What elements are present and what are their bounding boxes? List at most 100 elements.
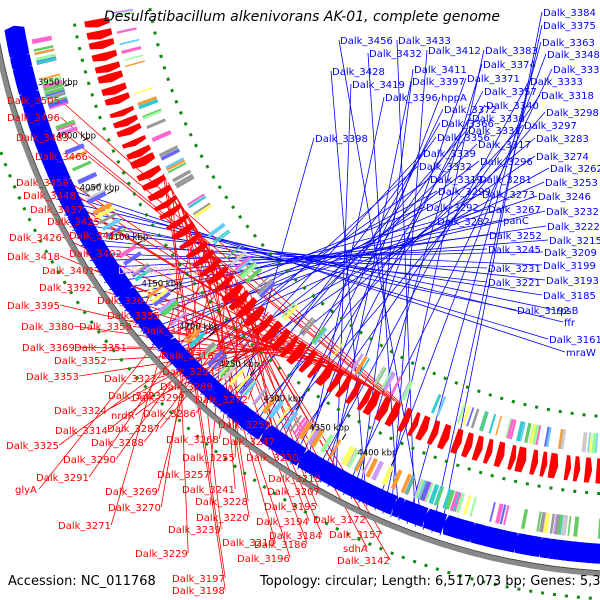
forward-gene-arrow bbox=[297, 449, 312, 469]
cog-bar-forward bbox=[469, 496, 477, 517]
cog-bar-forward bbox=[329, 439, 342, 458]
forward-gene-arrow bbox=[162, 340, 181, 358]
cog-bar-forward bbox=[252, 388, 267, 405]
reverse-gene-label: Dalk_3157 bbox=[329, 530, 382, 541]
forward-gene-arrow bbox=[50, 172, 71, 187]
forward-gene-arrow bbox=[276, 436, 293, 457]
cog-bar-forward bbox=[161, 301, 179, 317]
reverse-gene-label: Dalk_3413 bbox=[69, 231, 122, 242]
forward-gene-label: Dalk_3338 bbox=[472, 114, 525, 125]
cog-bar-reverse bbox=[229, 250, 248, 267]
reverse-gene-label: Dalk_3142 bbox=[337, 556, 390, 567]
backbone-ring bbox=[0, 46, 600, 577]
cog-bar-forward bbox=[35, 53, 56, 62]
cog-bar-forward bbox=[573, 516, 580, 537]
cog-bar-reverse bbox=[466, 407, 475, 427]
cog-bar-reverse bbox=[430, 394, 442, 414]
forward-gene-arrow bbox=[201, 378, 218, 396]
forward-gene-arrow bbox=[391, 496, 404, 517]
cog-bar-reverse bbox=[531, 424, 540, 445]
cog-bar-reverse bbox=[234, 255, 253, 272]
cog-bar-reverse bbox=[123, 54, 144, 62]
cog-bar-forward bbox=[87, 191, 107, 205]
reverse-gene-label: nrdR bbox=[111, 411, 135, 422]
forward-gene-arrow bbox=[238, 408, 255, 428]
forward-gene-arrow bbox=[75, 222, 96, 236]
reverse-gene-arrow bbox=[572, 456, 581, 482]
forward-gene-arrow bbox=[160, 337, 178, 355]
forward-gene-label-leader bbox=[396, 39, 416, 527]
reverse-gene-arrow bbox=[104, 92, 130, 106]
reverse-gene-label-leader bbox=[59, 116, 400, 404]
reverse-gene-label: Dalk_3323 bbox=[108, 391, 161, 402]
reverse-gene-arrow bbox=[286, 341, 307, 365]
reverse-gene-arrow bbox=[461, 432, 474, 458]
reverse-gene-label: sdhA bbox=[343, 544, 368, 555]
forward-gene-arrow bbox=[37, 142, 59, 156]
cog-bar-reverse bbox=[137, 96, 158, 106]
reverse-gene-label: Dalk_3269 bbox=[105, 487, 158, 498]
reverse-gene-label: Dalk_3324 bbox=[54, 406, 107, 417]
forward-gene-label: Dalk_3185 bbox=[543, 291, 596, 302]
cog-bar-reverse bbox=[331, 340, 345, 359]
scale-tick bbox=[82, 137, 90, 141]
scale-tick bbox=[391, 458, 395, 466]
cog-bar-forward bbox=[424, 482, 434, 503]
cog-bar-reverse bbox=[456, 403, 466, 424]
reverse-gene-label-leader bbox=[68, 181, 386, 397]
forward-gene-arrow bbox=[227, 400, 244, 419]
forward-gene-arrow bbox=[209, 385, 227, 405]
reverse-gene-label: Dalk_3314 bbox=[55, 426, 108, 437]
reverse-gene-label: Dalk_3194 bbox=[256, 517, 309, 528]
cog-bar-forward bbox=[123, 251, 142, 266]
scale-tick-label: 4150 kbp bbox=[141, 279, 181, 289]
reverse-gene-label: Dalk_3418 bbox=[7, 252, 60, 263]
forward-gene-arrow bbox=[328, 467, 345, 489]
cog-bar-forward bbox=[292, 417, 307, 436]
cog-bar-reverse bbox=[116, 27, 137, 34]
cog-bar-reverse bbox=[186, 193, 205, 206]
reverse-gene-arrow bbox=[450, 428, 464, 454]
forward-gene-arrow bbox=[52, 178, 74, 192]
reverse-gene-arrow bbox=[97, 70, 124, 84]
forward-gene-label: Dalk_3412 bbox=[428, 46, 481, 57]
forward-gene-label: Dalk_3357 bbox=[484, 87, 537, 98]
cog-bar-forward bbox=[47, 98, 69, 108]
cog-bar-forward bbox=[381, 465, 394, 486]
forward-gene-arrow bbox=[262, 426, 279, 447]
forward-gene-label: Dalk_3340 bbox=[486, 101, 539, 112]
reverse-gene-label: glyA bbox=[15, 485, 37, 496]
reverse-gene-label: Dalk_3210 bbox=[222, 538, 275, 549]
cog-bar-forward bbox=[560, 515, 568, 536]
reverse-gene-label: Dalk_3330 bbox=[142, 326, 195, 337]
forward-gene-arrow bbox=[240, 410, 259, 432]
forward-gene-arrow bbox=[348, 477, 363, 498]
reverse-gene-label: Dalk_3316 bbox=[161, 351, 214, 362]
forward-gene-label: Dalk_3334 bbox=[553, 65, 600, 76]
forward-gene-label: Dalk_3299 bbox=[438, 187, 491, 198]
cog-bar-forward bbox=[45, 91, 66, 101]
cog-bar-forward bbox=[170, 311, 187, 327]
reverse-gene-label: Dalk_3241 bbox=[182, 485, 235, 496]
forward-gene-label: Dalk_3433 bbox=[398, 36, 451, 47]
forward-gene-arrow bbox=[288, 444, 305, 465]
cog-bar-forward bbox=[71, 160, 92, 172]
reverse-gene-arrow bbox=[415, 415, 431, 441]
cog-bar-forward bbox=[55, 119, 76, 130]
cog-bar-forward bbox=[235, 374, 251, 392]
reverse-gene-label: Dalk_3287 bbox=[107, 424, 160, 435]
cog-bar-forward bbox=[150, 288, 169, 304]
cog-bar-forward bbox=[295, 418, 310, 438]
reverse-gene-label: Dalk_3496 bbox=[7, 113, 60, 124]
cog-bar-forward bbox=[390, 469, 403, 490]
forward-gene-label-leader bbox=[134, 206, 426, 325]
forward-gene-label-leader bbox=[290, 90, 484, 465]
cog-bar-forward bbox=[567, 515, 572, 536]
forward-gene-label: Dalk_3384 bbox=[543, 8, 596, 19]
forward-gene-label-leader bbox=[72, 229, 546, 281]
forward-gene-arrow bbox=[154, 331, 174, 350]
scale-tick bbox=[64, 83, 72, 87]
cog-bar-reverse bbox=[373, 366, 386, 386]
cog-bar-reverse bbox=[495, 415, 503, 436]
forward-gene-label-leader bbox=[358, 68, 414, 503]
